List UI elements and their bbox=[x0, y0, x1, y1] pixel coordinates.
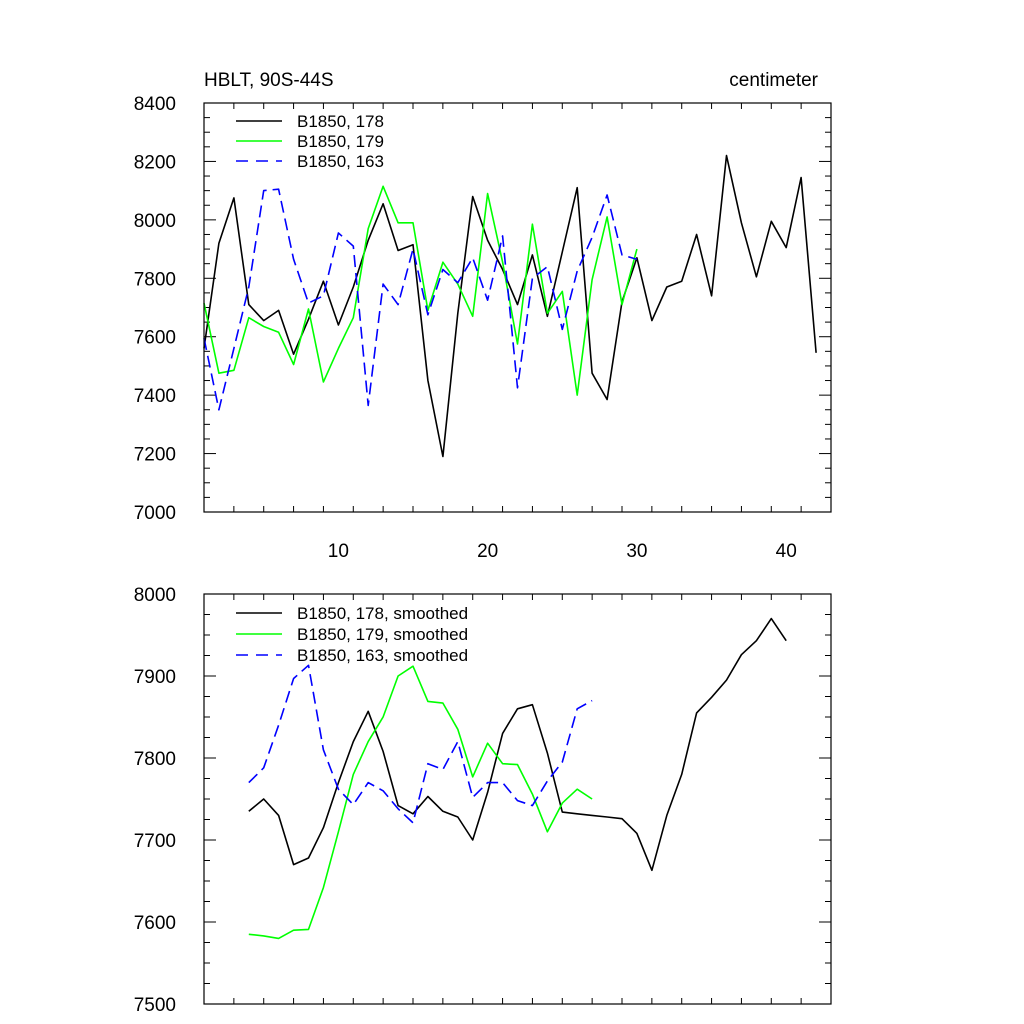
top-panel: HBLT, 90S-44S centimeter 7000 7200 7400 760… bbox=[134, 70, 832, 562]
bottom-panel-frame bbox=[203, 593, 832, 1005]
legend-label-2: B1850, 163 bbox=[297, 152, 384, 171]
y-tick-label: 7800 bbox=[134, 269, 176, 290]
y-tick-label: 8000 bbox=[134, 211, 176, 232]
legend-label-2: B1850, 163, smoothed bbox=[297, 646, 468, 665]
bottom-panel: 7500 7600 7700 7800 7900 8000 B1850, 178, smo… bbox=[134, 585, 832, 1016]
x-tick-label: 40 bbox=[776, 541, 797, 562]
y-tick-label: 7600 bbox=[134, 328, 176, 349]
top-panel-title: HBLT, 90S-44S bbox=[204, 70, 334, 91]
legend-label-1: B1850, 179 bbox=[297, 132, 384, 151]
bottom-panel-legend: B1850, 178, smoothed B1850, 179, smoothed… bbox=[236, 604, 468, 665]
top-panel-ticks: 7000 7200 7400 7600 7800 8000 8200 8400 10 20 30 40 bbox=[134, 94, 832, 562]
series-line-2 bbox=[203, 188, 638, 411]
legend-label-0: B1850, 178 bbox=[297, 112, 384, 131]
y-tick-label: 7900 bbox=[134, 667, 176, 688]
series-line-1 bbox=[203, 185, 638, 396]
x-tick-label: 20 bbox=[477, 541, 498, 562]
top-panel-frame bbox=[203, 102, 832, 513]
legend-label-0: B1850, 178, smoothed bbox=[297, 604, 468, 623]
bottom-panel-series bbox=[248, 617, 787, 940]
series-line-0 bbox=[203, 154, 817, 458]
legend-label-1: B1850, 179, smoothed bbox=[297, 625, 468, 644]
y-tick-label: 7200 bbox=[134, 445, 176, 466]
y-tick-label: 7500 bbox=[134, 995, 176, 1016]
y-tick-label: 7800 bbox=[134, 749, 176, 770]
y-tick-label: 8200 bbox=[134, 152, 176, 173]
y-tick-label: 7000 bbox=[134, 503, 176, 524]
top-panel-series bbox=[203, 154, 817, 458]
y-tick-label: 8000 bbox=[134, 585, 176, 606]
y-tick-label: 7600 bbox=[134, 913, 176, 934]
y-tick-label: 8400 bbox=[134, 94, 176, 115]
series-line-2 bbox=[248, 664, 593, 824]
y-tick-label: 7700 bbox=[134, 831, 176, 852]
y-tick-label: 7400 bbox=[134, 386, 176, 407]
bottom-panel-ticks: 7500 7600 7700 7800 7900 8000 bbox=[134, 585, 832, 1016]
series-line-0 bbox=[248, 617, 787, 872]
x-tick-label: 10 bbox=[328, 541, 349, 562]
top-panel-units: centimeter bbox=[729, 70, 818, 91]
x-tick-label: 30 bbox=[626, 541, 647, 562]
